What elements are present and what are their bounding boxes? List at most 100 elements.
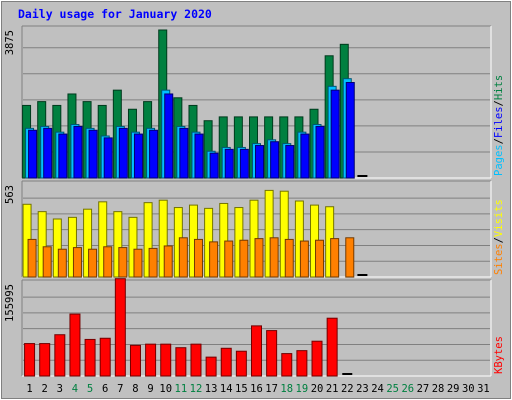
x-tick-label-day-2: 2 [42,383,48,395]
bar-kbytes-day-8 [129,344,141,377]
bar-kbytes-day-14 [220,347,232,377]
bar-kbytes-day-5 [84,338,96,377]
x-tick-label-day-7: 7 [117,383,123,395]
x-tick-label-day-22: 22 [341,383,354,395]
bar-sites-day-12 [193,238,203,278]
bar-sites-day-13 [209,241,219,278]
x-tick-label-day-1: 1 [26,383,32,395]
bar-sites-day-22 [345,237,355,278]
bar-pages-day-7 [118,127,128,179]
bar-sites-day-17 [269,237,279,278]
bar-kbytes-day-21 [326,317,338,377]
x-tick-label-day-27: 27 [417,383,430,395]
x-tick-label-day-28: 28 [432,383,445,395]
bar-pages-day-21 [330,89,340,179]
bar-kbytes-day-10 [160,343,172,377]
bar-pages-day-22 [345,82,355,179]
bar-visits-day-19 [294,200,304,278]
bar-pages-day-13 [209,152,219,179]
panel-kbytes-max-label: 155995 [4,284,16,322]
legend-hits: Hits [493,75,505,100]
bar-sites-day-16 [254,238,264,278]
chart-title: Daily usage for January 2020 [18,7,212,21]
bar-pages-day-3 [58,133,68,179]
bar-visits-day-2 [37,211,47,278]
bar-visits-day-7 [113,211,123,278]
bar-pages-day-12 [194,133,204,179]
bar-pages-day-10 [164,93,174,179]
panel-visits-sites-max-label: 563 [4,185,16,204]
bar-kbytes-day-9 [145,343,157,377]
x-tick-label-day-5: 5 [87,383,93,395]
bar-sites-day-19 [299,240,309,278]
panel-kbytes-legend: KBytes [493,336,505,374]
x-tick-label-day-17: 17 [265,383,278,395]
legend-separator: / [493,237,505,243]
bar-kbytes-day-15 [235,350,247,377]
bar-sites-day-20 [315,239,325,278]
bar-kbytes-day-17 [266,330,278,377]
bar-kbytes-day-12 [190,343,202,377]
bar-pages-day-9 [149,129,159,179]
x-tick-label-day-23: 23 [356,383,369,395]
bar-sites-day-18 [284,238,294,278]
x-tick-label-day-30: 30 [462,383,475,395]
bar-sites-day-14 [224,240,234,278]
panel-hits-files-pages-max-label: 3875 [4,30,16,55]
bar-pages-day-2 [43,127,53,179]
bar-kbytes-day-16 [251,325,262,377]
x-tick-label-day-9: 9 [147,383,153,395]
bar-sites-day-9 [148,247,158,278]
x-tick-label-day-3: 3 [57,383,63,395]
bar-sites-day-5 [88,248,98,278]
bar-sites-day-2 [42,246,52,278]
bar-sites-day-1 [27,238,37,278]
bar-pages-day-15 [239,148,249,179]
bar-kbytes-day-6 [99,337,111,377]
bar-visits-day-17 [264,189,274,278]
x-tick-label-day-24: 24 [371,383,384,395]
bar-sites-day-8 [133,248,143,278]
bar-sites-day-6 [103,246,113,278]
bar-sites-day-3 [57,248,67,278]
bar-kbytes-day-1 [24,343,36,377]
x-tick-label-day-11: 11 [175,383,188,395]
bar-kbytes-day-18 [281,353,293,377]
bar-pages-day-18 [285,145,295,179]
x-tick-label-day-21: 21 [326,383,339,395]
bar-sites-day-10 [163,245,173,278]
bar-sites-day-21 [330,238,340,278]
bar-pages-day-20 [315,125,325,179]
bar-sites-day-15 [239,239,249,278]
bar-kbytes-day-3 [54,334,66,377]
bar-kbytes-day-2 [39,343,51,377]
bar-pages-day-17 [270,141,280,179]
bar-kbytes-day-13 [205,356,217,377]
legend-separator: / [493,138,505,144]
x-tick-label-day-13: 13 [205,383,218,395]
x-tick-label-day-25: 25 [386,383,399,395]
x-tick-label-day-4: 4 [72,383,78,395]
x-tick-label-day-10: 10 [159,383,172,395]
x-tick-label-day-8: 8 [132,383,138,395]
bar-kbytes-day-11 [175,347,187,377]
x-tick-label-day-18: 18 [280,383,293,395]
bar-pages-day-11 [179,127,189,179]
x-tick-label-day-14: 14 [220,383,233,395]
x-tick-label-day-20: 20 [311,383,324,395]
bar-sites-day-11 [178,237,188,278]
bar-pages-day-4 [73,125,83,179]
bar-visits-day-10 [158,199,168,278]
x-tick-label-day-29: 29 [447,383,460,395]
bar-kbytes-day-4 [69,313,81,377]
x-tick-label-day-12: 12 [190,383,203,395]
x-tick-label-day-31: 31 [477,383,490,395]
legend-kbytes: KBytes [493,336,505,374]
bar-pages-day-16 [255,145,264,179]
bar-sites-day-7 [118,247,128,278]
bar-kbytes-day-7 [114,278,126,377]
bar-pages-day-6 [103,137,113,179]
bar-visits-day-8 [128,216,138,278]
bar-pages-day-1 [28,129,38,179]
